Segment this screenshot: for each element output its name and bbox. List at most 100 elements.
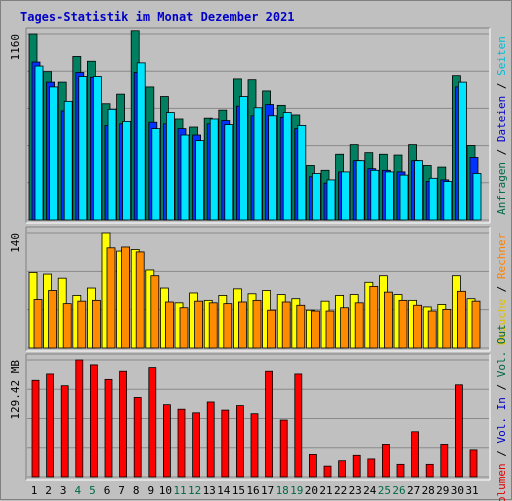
- y-max-label: 1160: [9, 34, 22, 61]
- bar: [250, 413, 259, 478]
- bar: [162, 404, 171, 478]
- bar: [472, 173, 482, 221]
- y-axis-label-part: /: [495, 279, 508, 299]
- bar: [252, 299, 262, 349]
- bar: [411, 431, 420, 478]
- bar: [425, 463, 434, 478]
- bar: [323, 465, 332, 478]
- x-tick-label: 28: [422, 484, 435, 497]
- chart-title: Tages-Statistik im Monat Dezember 2021: [20, 10, 295, 24]
- y-axis-label-part: Dateien: [495, 96, 508, 142]
- y-axis-label-part: Vol. In: [495, 397, 508, 443]
- bar: [194, 300, 204, 349]
- panel-3: 129.42 MB Volumen / Vol. In / Vol. Out: [9, 324, 508, 501]
- y-max-label: 140: [9, 233, 22, 253]
- bar: [179, 307, 189, 349]
- bar: [238, 96, 248, 221]
- y-axis-label-part: Rechner: [495, 232, 508, 279]
- bar: [471, 300, 481, 349]
- series-rechner: [33, 246, 481, 349]
- x-tick-label: 2: [45, 484, 52, 497]
- bar: [135, 251, 145, 349]
- x-tick-label: 8: [133, 484, 140, 497]
- bar: [367, 458, 376, 478]
- x-tick-label: 12: [188, 484, 201, 497]
- x-tick-label: 31: [465, 484, 478, 497]
- x-tick-label: 18: [276, 484, 289, 497]
- y-axis-label-part: /: [495, 377, 508, 397]
- bar: [399, 174, 409, 221]
- bar: [63, 100, 73, 221]
- bar: [279, 419, 288, 478]
- bar: [296, 304, 306, 349]
- bar: [107, 108, 117, 221]
- y-axis-label-part: Anfragen: [495, 162, 508, 215]
- y-axis-label-part: Besuche: [495, 299, 508, 345]
- x-tick-label: 13: [203, 484, 216, 497]
- y-axis-label-part: /: [495, 76, 508, 96]
- bar: [60, 385, 69, 478]
- bar: [90, 364, 98, 478]
- bar: [443, 181, 453, 221]
- bar: [148, 367, 157, 478]
- bar: [311, 173, 321, 221]
- x-tick-label: 16: [246, 484, 259, 497]
- bar: [46, 373, 54, 478]
- bar: [49, 86, 58, 221]
- x-tick-label: 20: [305, 484, 318, 497]
- bar: [104, 378, 113, 478]
- bar: [369, 285, 379, 349]
- y-axis-label-part: Vol. Out: [495, 324, 508, 377]
- bar: [150, 275, 160, 349]
- x-tick-label: 3: [60, 484, 67, 497]
- bar: [209, 118, 219, 221]
- bar: [224, 124, 234, 221]
- bar: [456, 290, 466, 349]
- bar: [106, 247, 116, 349]
- chart-panels: 1160 Anfragen / Dateien / Seiten 140 Besuch…: [9, 27, 508, 501]
- bar: [208, 302, 218, 349]
- panel-2: 140 Besuche / Rechner: [9, 226, 508, 352]
- x-tick-label: 23: [349, 484, 362, 497]
- y-axis-label-part: /: [495, 443, 508, 463]
- x-tick-label: 22: [334, 484, 347, 497]
- bar: [370, 169, 380, 221]
- bar: [352, 454, 361, 478]
- x-tick-label: 7: [118, 484, 125, 497]
- bar: [384, 171, 394, 221]
- y-axis-label-part: Volumen: [495, 463, 508, 501]
- bar: [297, 124, 307, 221]
- bar: [428, 177, 438, 221]
- bar: [235, 405, 244, 478]
- bar: [136, 62, 146, 221]
- x-tick-label: 27: [407, 484, 420, 497]
- bar: [164, 301, 174, 349]
- y-axis-label: Besuche / Rechner: [495, 232, 508, 345]
- bar: [78, 76, 88, 221]
- bar: [427, 310, 437, 349]
- bar: [77, 300, 87, 349]
- x-tick-label: 6: [104, 484, 111, 497]
- x-tick-label: 17: [261, 484, 274, 497]
- bar: [282, 112, 292, 221]
- bar: [440, 444, 449, 478]
- bar: [180, 134, 190, 221]
- x-tick-label: 30: [451, 484, 464, 497]
- series-besuche: [28, 232, 476, 349]
- bar: [268, 115, 278, 221]
- bar: [308, 453, 317, 478]
- bar: [75, 359, 84, 478]
- bar: [221, 409, 230, 478]
- bar: [341, 171, 351, 221]
- y-axis-label: Volumen / Vol. In / Vol. Out: [495, 324, 508, 501]
- bar: [192, 412, 201, 478]
- bar: [338, 460, 347, 478]
- y-max-label: 129.42 MB: [9, 360, 22, 420]
- bar: [34, 65, 44, 221]
- x-tick-labels: 1 2 3 4 5 6 7 8 9 10 11 12 13 14 15 16 17 18 19 20 21 22 23 24 2…: [31, 484, 479, 497]
- series-volumen: [31, 359, 478, 478]
- x-tick-label: 9: [147, 484, 154, 497]
- bar: [381, 444, 390, 478]
